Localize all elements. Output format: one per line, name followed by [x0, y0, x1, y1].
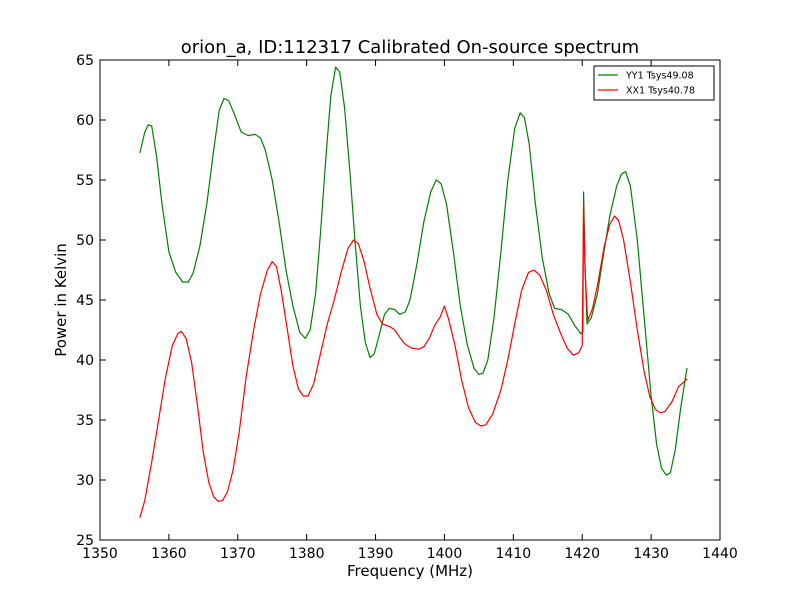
series-line-1: [139, 203, 688, 518]
x-tick-label-9: 1440: [702, 546, 738, 562]
y-tick-label-3: 40: [76, 353, 94, 369]
y-tick-label-0: 25: [76, 533, 94, 549]
legend-box: [593, 65, 715, 101]
series-line-0: [139, 66, 688, 476]
y-tick-label-5: 50: [76, 233, 94, 249]
y-axis-label: Power in Kelvin: [52, 243, 70, 357]
x-tick-label-5: 1400: [427, 546, 463, 562]
x-tick-label-7: 1420: [564, 546, 600, 562]
legend: YY1 Tsys49.08 XX1 Tsys40.78: [593, 65, 715, 101]
chart-title: orion_a, ID:112317 Calibrated On-source …: [181, 37, 639, 58]
ticks-layer: 1350 1360 1370 1380 1390 1400 1410 1420 1430 1440…: [76, 53, 738, 562]
y-tick-label-6: 55: [76, 173, 94, 189]
x-axis-label: Frequency (MHz): [347, 562, 473, 580]
y-tick-label-8: 65: [76, 53, 94, 69]
x-tick-label-4: 1390: [358, 546, 394, 562]
x-tick-label-3: 1380: [289, 546, 325, 562]
x-tick-label-0: 1350: [82, 546, 118, 562]
x-tick-label-2: 1370: [220, 546, 256, 562]
series-layer: [139, 66, 688, 518]
legend-label-yy1: YY1 Tsys49.08: [625, 71, 694, 82]
y-tick-label-4: 45: [76, 293, 94, 309]
y-tick-label-7: 60: [76, 113, 94, 129]
y-tick-label-2: 35: [76, 413, 94, 429]
x-tick-label-6: 1410: [496, 546, 532, 562]
x-tick-label-1: 1360: [151, 546, 187, 562]
x-tick-label-8: 1430: [633, 546, 669, 562]
legend-label-xx1: XX1 Tsys40.78: [626, 86, 695, 97]
y-tick-label-1: 30: [76, 473, 94, 489]
